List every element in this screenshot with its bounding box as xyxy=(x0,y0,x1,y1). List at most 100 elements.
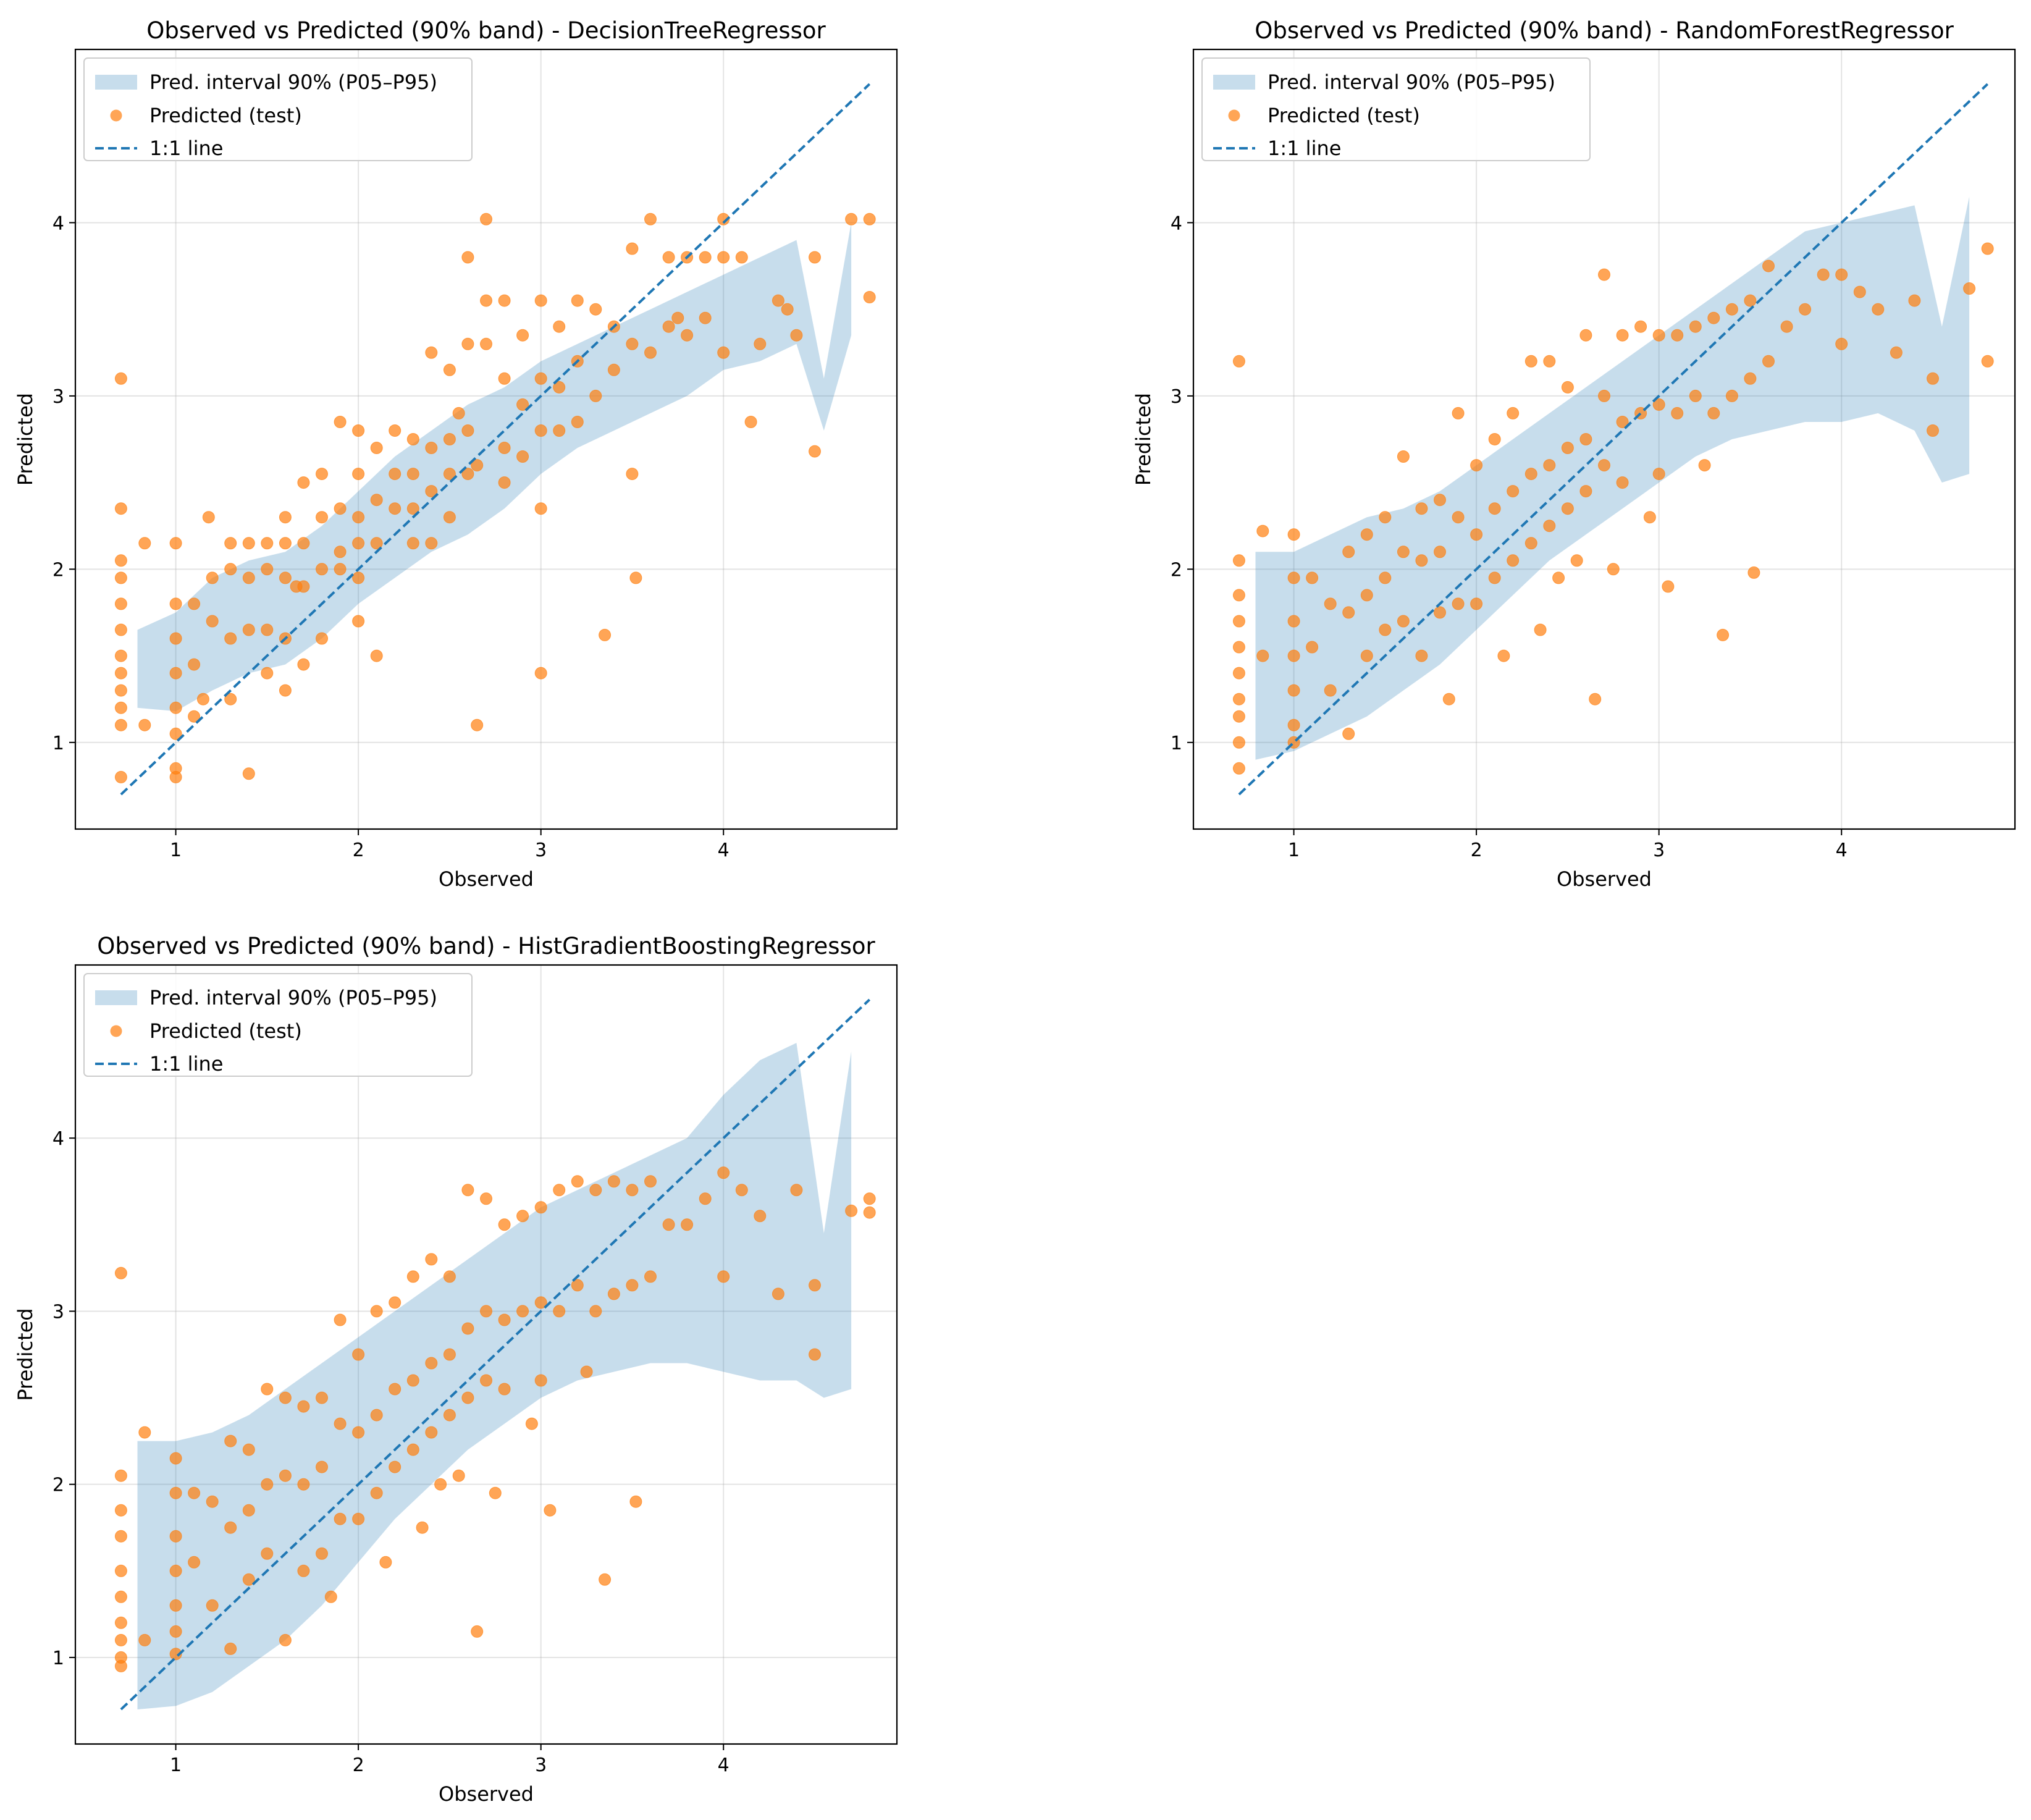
scatter-point xyxy=(1579,485,1592,498)
scatter-point xyxy=(352,1426,365,1439)
scatter-point xyxy=(224,1521,237,1534)
identity-line xyxy=(120,83,871,796)
scatter-point xyxy=(406,1374,419,1387)
axes-frame xyxy=(74,964,898,1745)
scatter-point xyxy=(1287,528,1300,541)
scatter-point xyxy=(443,1348,456,1361)
scatter-point xyxy=(699,1192,712,1205)
scatter-point xyxy=(188,597,201,610)
scatter-point xyxy=(370,442,383,454)
scatter-point xyxy=(553,320,566,333)
scatter-point xyxy=(863,213,876,225)
scatter-point xyxy=(1534,623,1547,636)
scatter-point xyxy=(370,1305,383,1318)
scatter-point xyxy=(370,649,383,662)
scatter-point xyxy=(114,667,127,680)
scatter-point xyxy=(1415,649,1428,662)
scatter-point xyxy=(188,1486,201,1499)
scatter-point xyxy=(1287,684,1300,697)
scatter-point xyxy=(389,468,402,481)
scatter-point xyxy=(534,502,547,515)
scatter-point xyxy=(1589,693,1602,706)
scatter-point xyxy=(1232,693,1245,706)
scatter-point xyxy=(114,718,127,731)
scatter-point xyxy=(498,1218,511,1231)
scatter-point xyxy=(699,311,712,324)
scatter-point xyxy=(1324,684,1337,697)
scatter-point xyxy=(629,571,642,584)
data-layer xyxy=(1232,83,1994,796)
scatter-point xyxy=(1616,476,1629,489)
scatter-point xyxy=(279,537,292,550)
scatter-point xyxy=(138,537,151,550)
scatter-point xyxy=(498,1383,511,1396)
scatter-point xyxy=(443,468,456,481)
scatter-point xyxy=(261,667,274,680)
x-tick-label: 2 xyxy=(353,1755,364,1776)
scatter-point xyxy=(498,476,511,489)
scatter-point xyxy=(626,1279,639,1292)
scatter-point xyxy=(1415,502,1428,515)
scatter-point xyxy=(114,770,127,783)
scatter-point xyxy=(626,337,639,350)
scatter-point xyxy=(1452,597,1465,610)
scatter-point xyxy=(1652,329,1665,342)
scatter-point xyxy=(389,1296,402,1309)
scatter-point xyxy=(206,615,219,628)
scatter-point xyxy=(1306,571,1319,584)
scatter-point xyxy=(480,294,492,307)
scatter-point xyxy=(671,311,684,324)
scatter-point xyxy=(370,494,383,507)
scatter-point xyxy=(1287,718,1300,731)
identity-line xyxy=(1238,83,1989,796)
axes-frame xyxy=(1192,48,2016,830)
scatter-point xyxy=(1232,667,1245,680)
scatter-point xyxy=(1543,459,1556,472)
x-tick-label: 1 xyxy=(1288,840,1300,861)
scatter-point xyxy=(662,320,675,333)
scatter-point xyxy=(571,294,584,307)
scatter-point xyxy=(1232,710,1245,723)
scatter-point xyxy=(1507,407,1520,419)
scatter-point xyxy=(1744,294,1757,307)
scatter-point xyxy=(589,389,602,402)
scatter-point xyxy=(498,294,511,307)
scatter-point xyxy=(571,416,584,428)
scatter-point xyxy=(406,537,419,550)
y-tick-label: 2 xyxy=(1171,559,1182,581)
scatter-point xyxy=(1890,346,1903,359)
scatter-point xyxy=(114,597,127,610)
scatter-point xyxy=(717,346,730,359)
scatter-point xyxy=(261,623,274,636)
legend-points-swatch xyxy=(110,1025,122,1037)
scatter-point xyxy=(471,718,484,731)
scatter-point xyxy=(1579,433,1592,445)
y-tick-label: 3 xyxy=(1171,386,1182,408)
scatter-point xyxy=(242,767,255,780)
scatter-point xyxy=(461,251,474,264)
scatter-points xyxy=(114,213,876,783)
scatter-point xyxy=(489,1486,502,1499)
scatter-point xyxy=(471,1625,484,1638)
scatter-point xyxy=(754,1210,767,1223)
scatter-point xyxy=(169,701,182,714)
scatter-point xyxy=(114,1469,127,1482)
scatter-point xyxy=(1744,372,1757,385)
scatter-point xyxy=(1524,537,1537,550)
legend-label-band: Pred. interval 90% (P05–P95) xyxy=(149,70,437,94)
legend-label-line: 1:1 line xyxy=(149,137,223,160)
y-tick-label: 3 xyxy=(53,386,64,408)
scatter-point xyxy=(461,1322,474,1335)
scatter-point xyxy=(1488,571,1501,584)
scatter-point xyxy=(1853,285,1866,298)
scatter-point xyxy=(434,1478,447,1491)
scatter-point xyxy=(1698,459,1711,472)
scatter-point xyxy=(1963,282,1976,295)
scatter-point xyxy=(261,1383,274,1396)
scatter-points xyxy=(114,1166,876,1672)
scatter-point xyxy=(1725,389,1738,402)
scatter-point xyxy=(1524,468,1537,481)
scatter-point xyxy=(224,537,237,550)
scatter-point xyxy=(1232,641,1245,654)
